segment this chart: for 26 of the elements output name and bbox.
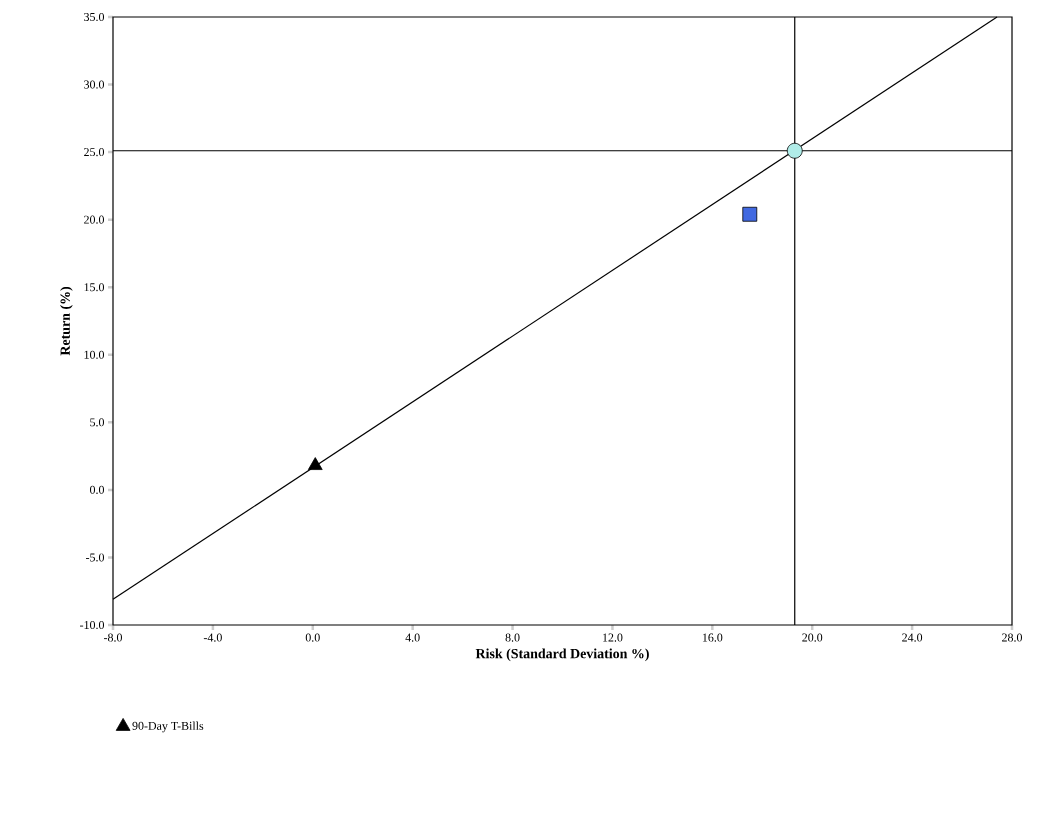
y-tick-label: 15.0 bbox=[84, 283, 105, 292]
y-tick-label: 25.0 bbox=[84, 148, 105, 157]
y-tick-label: 5.0 bbox=[90, 418, 105, 427]
y-tick-label: -10.0 bbox=[80, 620, 105, 630]
point bbox=[742, 206, 758, 222]
x-tick-label: -4.0 bbox=[203, 633, 222, 642]
x-tick-label: 28.0 bbox=[1002, 633, 1023, 642]
x-tick-label: 0.0 bbox=[305, 633, 320, 642]
x-axis-title: Risk (Standard Deviation %) bbox=[475, 648, 649, 662]
y-tick-label: 10.0 bbox=[84, 350, 105, 359]
point bbox=[307, 457, 323, 470]
point bbox=[786, 142, 803, 159]
x-tick-label: 12.0 bbox=[603, 633, 623, 642]
y-tick-label: 20.0 bbox=[84, 215, 105, 224]
y-axis-title: Return (%) bbox=[60, 286, 73, 356]
x-tick-label: 20.0 bbox=[802, 633, 823, 642]
y-tick-label: 0.0 bbox=[89, 485, 105, 494]
x-tick-label: -8.0 bbox=[103, 633, 122, 642]
x-tick-label: 8.0 bbox=[505, 633, 520, 642]
y-tick-label: 35.0 bbox=[84, 12, 105, 22]
y-tick-label: 30.0 bbox=[84, 80, 105, 89]
x-tick-label: 24.0 bbox=[902, 633, 923, 642]
legend-label: 90-Day T-Bills bbox=[132, 721, 204, 733]
y-tick-label: -5.0 bbox=[85, 553, 105, 562]
x-tick-label: 16.0 bbox=[702, 633, 723, 642]
x-tick-label: 4.0 bbox=[405, 633, 420, 642]
